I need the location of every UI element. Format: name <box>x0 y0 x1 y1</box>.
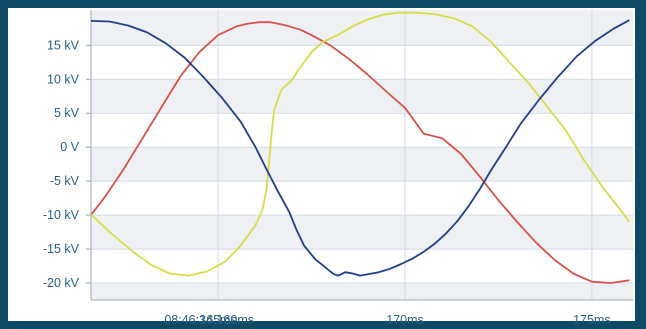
axes <box>86 10 633 301</box>
grid-band <box>91 147 633 182</box>
series-line-3 <box>90 19 630 277</box>
x-tick-label: 175ms <box>573 313 611 327</box>
y-tick-label: -20 kV <box>43 276 80 290</box>
y-tick-label: 0 V <box>60 140 79 154</box>
y-tick-label: -5 kV <box>50 174 80 188</box>
grid-lines <box>91 10 633 300</box>
y-tick-label: -10 kV <box>43 208 80 222</box>
y-tick-label: 10 kV <box>47 72 80 86</box>
series-lines <box>90 11 631 284</box>
series-line-2 <box>90 11 631 277</box>
grid-band <box>91 215 633 250</box>
x-tick-label: 08:46:34.160ms <box>164 313 254 327</box>
y-tick-label: 15 kV <box>47 38 80 52</box>
y-tick-label: 5 kV <box>54 106 80 120</box>
grid-bands <box>91 10 633 300</box>
y-tick-labels: 15 kV 10 kV 5 kV 0 V -5 kV -10 kV -15 kV -20 kV <box>43 38 80 290</box>
grid-band <box>91 10 633 46</box>
y-tick-label: -15 kV <box>43 242 80 256</box>
grid-band <box>91 283 633 300</box>
series-line-1 <box>90 21 630 284</box>
x-tick-label: 170ms <box>386 313 424 327</box>
x-tick-label: 165ms <box>199 313 237 327</box>
